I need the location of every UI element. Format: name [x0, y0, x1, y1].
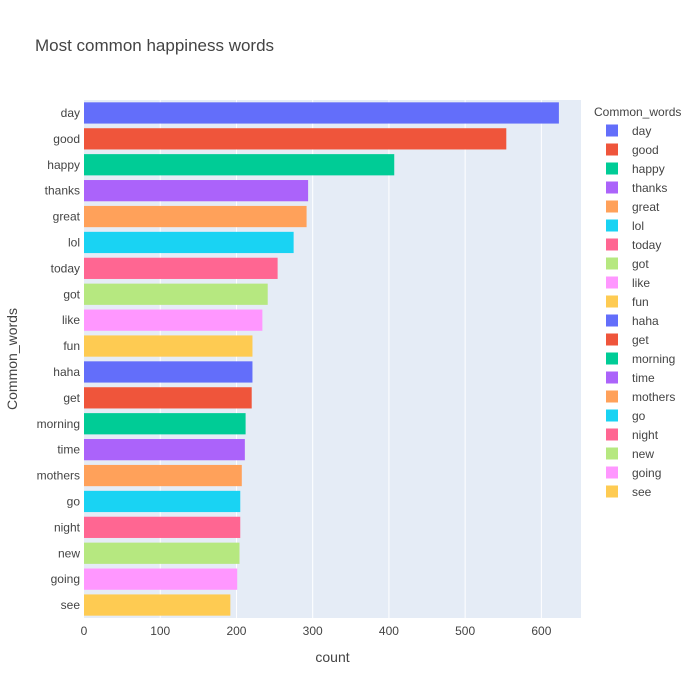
y-tick-label: like — [62, 313, 80, 327]
y-tick-label: happy — [47, 158, 80, 172]
y-tick-label: today — [51, 261, 80, 275]
legend-item-new[interactable]: new — [632, 447, 654, 461]
legend-item-go[interactable]: go — [632, 409, 646, 423]
legend-title: Common_words — [594, 105, 681, 119]
legend-swatch-get[interactable] — [606, 333, 618, 346]
legend: day good happy thanks great lol today got like fu… — [606, 124, 675, 499]
bar-great — [84, 205, 307, 228]
bar-see — [84, 594, 231, 616]
bar-thanks — [84, 180, 309, 202]
legend-swatch-time[interactable] — [606, 371, 618, 384]
y-tick-label: going — [51, 572, 80, 586]
legend-item-today[interactable]: today — [632, 238, 661, 252]
x-tick-label: 600 — [531, 624, 551, 638]
x-tick-label: 300 — [303, 624, 323, 638]
y-tick-label: great — [53, 210, 81, 224]
legend-item-good[interactable]: good — [632, 143, 659, 157]
y-axis-title: Common_words — [4, 308, 20, 410]
legend-item-night[interactable]: night — [632, 428, 659, 442]
y-tick-label: get — [63, 391, 80, 405]
legend-item-like[interactable]: like — [632, 276, 650, 290]
legend-swatch-thanks[interactable] — [606, 181, 618, 194]
bar-mothers — [84, 464, 242, 487]
bar-happy — [84, 154, 395, 176]
legend-item-happy[interactable]: happy — [632, 162, 665, 176]
y-tick-label: morning — [37, 417, 80, 431]
bar-morning — [84, 413, 246, 435]
bar-going — [84, 568, 238, 590]
bar-got — [84, 283, 268, 305]
y-tick-label: fun — [63, 339, 80, 353]
legend-swatch-see[interactable] — [606, 485, 618, 498]
legend-swatch-new[interactable] — [606, 447, 618, 460]
bar-good — [84, 128, 507, 150]
legend-item-got[interactable]: got — [632, 257, 649, 271]
x-tick-label: 0 — [81, 624, 88, 638]
chart-title: Most common happiness words — [35, 36, 274, 55]
legend-swatch-go[interactable] — [606, 409, 618, 422]
bar-lol — [84, 231, 294, 254]
legend-swatch-morning[interactable] — [606, 352, 618, 365]
legend-item-day[interactable]: day — [632, 124, 651, 138]
legend-item-thanks[interactable]: thanks — [632, 181, 667, 195]
legend-swatch-today[interactable] — [606, 238, 618, 251]
legend-swatch-lol[interactable] — [606, 219, 618, 232]
legend-swatch-night[interactable] — [606, 428, 618, 441]
bar-new — [84, 542, 240, 564]
y-tick-label: good — [53, 132, 80, 146]
legend-item-get[interactable]: get — [632, 333, 649, 347]
x-axis-title: count — [315, 649, 349, 665]
y-tick-label: see — [61, 598, 81, 612]
y-tick-labels: day good happy thanks great lol today got like fu… — [37, 106, 81, 612]
x-tick-label: 500 — [455, 624, 475, 638]
bar-go — [84, 490, 241, 513]
legend-swatch-haha[interactable] — [606, 314, 618, 327]
y-tick-label: thanks — [45, 184, 80, 198]
bars — [84, 102, 559, 616]
bar-like — [84, 309, 263, 331]
x-tick-label: 100 — [150, 624, 170, 638]
y-tick-label: day — [61, 106, 80, 120]
y-tick-label: got — [63, 287, 80, 301]
legend-swatch-happy[interactable] — [606, 162, 618, 175]
x-tick-label: 200 — [226, 624, 246, 638]
y-tick-label: night — [54, 520, 81, 534]
y-tick-label: go — [67, 494, 81, 508]
y-tick-label: time — [57, 443, 80, 457]
legend-item-going[interactable]: going — [632, 466, 661, 480]
legend-swatch-great[interactable] — [606, 200, 618, 213]
legend-item-fun[interactable]: fun — [632, 295, 649, 309]
legend-swatch-like[interactable] — [606, 276, 618, 289]
bar-fun — [84, 335, 253, 357]
legend-swatch-got[interactable] — [606, 257, 618, 270]
legend-item-morning[interactable]: morning — [632, 352, 675, 366]
x-tick-labels: 0 100 200 300 400 500 600 — [81, 624, 552, 638]
legend-swatch-going[interactable] — [606, 466, 618, 479]
bar-today — [84, 257, 278, 279]
y-tick-label: mothers — [37, 469, 80, 483]
x-tick-label: 400 — [379, 624, 399, 638]
legend-swatch-mothers[interactable] — [606, 390, 618, 403]
legend-item-mothers[interactable]: mothers — [632, 390, 675, 404]
legend-item-time[interactable]: time — [632, 371, 655, 385]
legend-swatch-day[interactable] — [606, 124, 618, 137]
bar-haha — [84, 361, 253, 383]
bar-day — [84, 102, 559, 124]
legend-item-great[interactable]: great — [632, 200, 660, 214]
plot-area — [84, 100, 581, 618]
legend-swatch-good[interactable] — [606, 143, 618, 156]
legend-item-see[interactable]: see — [632, 485, 652, 499]
bar-get — [84, 387, 252, 409]
y-tick-label: lol — [68, 235, 80, 249]
y-tick-label: new — [58, 546, 80, 560]
legend-swatch-fun[interactable] — [606, 295, 618, 308]
bar-night — [84, 516, 241, 538]
legend-item-lol[interactable]: lol — [632, 219, 644, 233]
y-tick-label: haha — [53, 365, 80, 379]
legend-item-haha[interactable]: haha — [632, 314, 659, 328]
bar-time — [84, 439, 245, 461]
